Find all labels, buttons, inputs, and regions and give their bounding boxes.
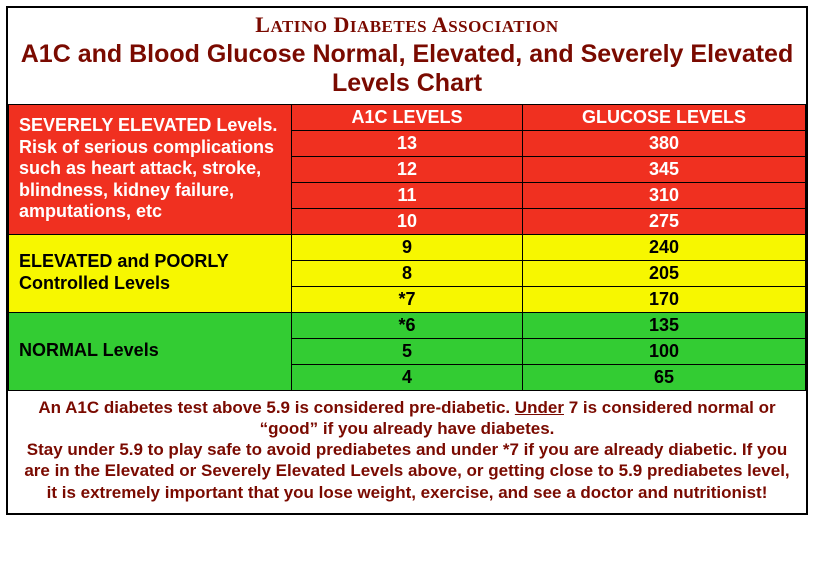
glucose-value: 380 [523, 130, 806, 156]
a1c-value: 8 [291, 260, 522, 286]
glucose-value: 310 [523, 182, 806, 208]
glucose-value: 240 [523, 234, 806, 260]
a1c-value: 10 [291, 208, 522, 234]
a1c-value: 9 [291, 234, 522, 260]
glucose-value: 205 [523, 260, 806, 286]
levels-table: SEVERELY ELEVATED Levels. Risk of seriou… [8, 104, 806, 391]
a1c-value: 13 [291, 130, 522, 156]
glucose-value: 170 [523, 286, 806, 312]
a1c-value: 4 [291, 364, 522, 390]
a1c-value: 12 [291, 156, 522, 182]
org-name: LATINO DIABETES ASSOCIATION [8, 8, 806, 38]
section-label-elevated: ELEVATED and POORLY Controlled Levels [9, 234, 292, 312]
section-label-severe: SEVERELY ELEVATED Levels. Risk of seriou… [9, 104, 292, 234]
chart-frame: LATINO DIABETES ASSOCIATION A1C and Bloo… [6, 6, 808, 515]
glucose-value: 65 [523, 364, 806, 390]
a1c-value: 11 [291, 182, 522, 208]
glucose-value: 345 [523, 156, 806, 182]
column-header-a1c: A1C LEVELS [291, 104, 522, 130]
footnote-text: An A1C diabetes test above 5.9 is consid… [8, 391, 806, 513]
a1c-value: *7 [291, 286, 522, 312]
glucose-value: 100 [523, 338, 806, 364]
column-header-glucose: GLUCOSE LEVELS [523, 104, 806, 130]
glucose-value: 135 [523, 312, 806, 338]
chart-title: A1C and Blood Glucose Normal, Elevated, … [8, 38, 806, 104]
a1c-value: 5 [291, 338, 522, 364]
a1c-value: *6 [291, 312, 522, 338]
glucose-value: 275 [523, 208, 806, 234]
section-label-normal: NORMAL Levels [9, 312, 292, 390]
